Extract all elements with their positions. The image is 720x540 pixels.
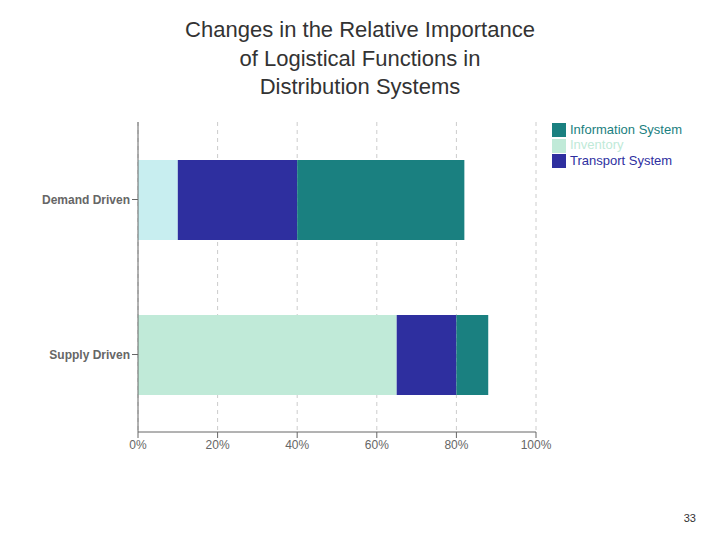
svg-text:Supply Driven: Supply Driven [49, 348, 130, 362]
svg-text:100%: 100% [521, 437, 552, 451]
html-text:Information System: Information System [570, 121, 682, 137]
svg-text:20%: 20% [206, 437, 230, 451]
svg-text:80%: 80% [444, 437, 468, 451]
html-text:Changes in the Relative Import: Changes in the Relative Importance [185, 17, 535, 42]
html-text:Inventory: Inventory [570, 137, 624, 153]
svg-text:60%: 60% [365, 437, 389, 451]
html-text:Distribution Systems: Distribution Systems [259, 74, 461, 100]
svg-text:0%: 0% [129, 437, 147, 451]
html-text:of Logistical Functions in: of Logistical Functions in [239, 45, 481, 71]
svg-text:40%: 40% [285, 437, 309, 451]
html-text:Transport System: Transport System [570, 152, 673, 168]
html-text:33: 33 [683, 512, 696, 524]
svg-text:Demand Driven: Demand Driven [42, 193, 130, 207]
